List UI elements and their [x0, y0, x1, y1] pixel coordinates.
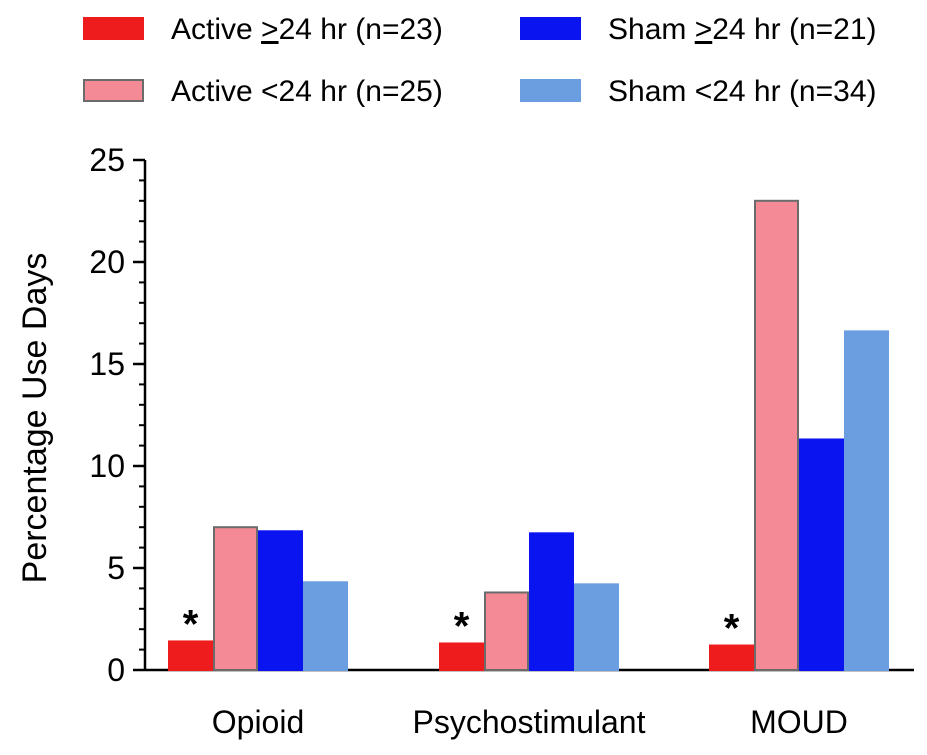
bar-moud-series-2	[754, 199, 799, 672]
bar-opioid-series-4	[303, 581, 348, 672]
legend-item-4: Sham <24 hr (n=34)	[520, 75, 877, 108]
significance-star-moud: *	[724, 607, 740, 651]
significance-star-opioid: *	[183, 602, 199, 646]
y-tick-label: 10	[89, 448, 125, 484]
y-tick-label: 20	[89, 244, 125, 280]
legend-label-part: 24 hr (n=23)	[279, 13, 443, 46]
legend-label-part: Sham	[608, 13, 695, 46]
bar-psychostimulant-series-1	[439, 642, 484, 671]
y-tick-label: 5	[107, 550, 125, 586]
bar-opioid-series-1	[168, 640, 213, 672]
bar-psychostimulant-series-4	[574, 583, 619, 672]
legend-label-part: 24 hr (n=21)	[712, 13, 876, 46]
bar-psychostimulant-series-3	[529, 532, 574, 671]
x-tick-label-psychostimulant: Psychostimulant	[413, 704, 646, 740]
legend-item-2: Active <24 hr (n=25)	[83, 75, 443, 108]
legend: Active >24 hr (n=23) Active <24 hr (n=25)…	[83, 13, 877, 108]
legend-swatch	[83, 17, 144, 40]
x-tick-label-moud: MOUD	[750, 704, 848, 740]
significance-star-psychostimulant: *	[454, 604, 470, 648]
legend-label-part: Active <24 hr (n=25)	[171, 75, 443, 108]
plot-area: 0 5 10 15 20 25 Opioid Psychostimulant MOUD * * *	[89, 142, 914, 740]
legend-label: Active <24 hr (n=25)	[171, 75, 443, 108]
legend-label-symbol: >	[695, 13, 713, 46]
legend-item-3: Sham >24 hr (n=21)	[520, 13, 877, 46]
legend-swatch	[83, 79, 144, 102]
bar-psychostimulant-series-2	[484, 591, 529, 671]
legend-label: Sham <24 hr (n=34)	[608, 75, 877, 108]
y-tick-label: 0	[107, 652, 125, 688]
legend-swatch	[520, 79, 581, 102]
y-tick-label: 15	[89, 346, 125, 382]
legend-label: Sham >24 hr (n=21)	[608, 13, 877, 46]
x-tick-label-opioid: Opioid	[212, 704, 305, 740]
y-tick-label: 25	[89, 142, 125, 178]
bar-opioid-series-3	[258, 530, 303, 672]
legend-label-part: Active	[171, 13, 261, 46]
legend-label-symbol: >	[261, 13, 279, 46]
legend-swatch	[520, 17, 581, 40]
legend-label-part: Sham <24 hr (n=34)	[608, 75, 877, 108]
bar-opioid-series-2	[213, 526, 258, 672]
bar-moud-series-4	[844, 330, 889, 671]
y-axis-title: Percentage Use Days	[16, 253, 54, 584]
bar-moud-series-3	[799, 438, 844, 672]
legend-label: Active >24 hr (n=23)	[171, 13, 443, 46]
legend-item-1: Active >24 hr (n=23)	[83, 13, 443, 46]
bar-moud-series-1	[709, 644, 754, 672]
